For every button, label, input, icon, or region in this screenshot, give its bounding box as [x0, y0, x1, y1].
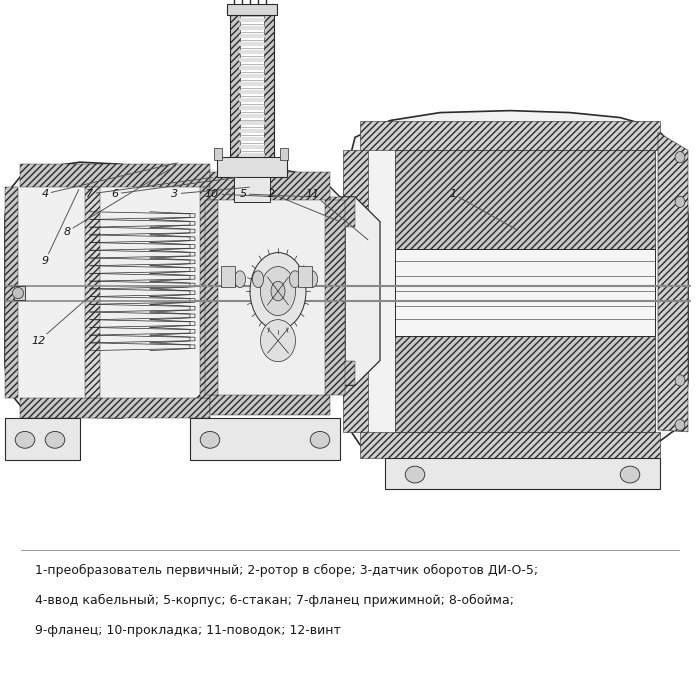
Polygon shape	[5, 418, 80, 460]
Ellipse shape	[675, 419, 685, 430]
Text: 4-ввод кабельный; 5-корпус; 6-стакан; 7-фланец прижимной; 8-обойма;: 4-ввод кабельный; 5-корпус; 6-стакан; 7-…	[35, 594, 514, 607]
Bar	[298, 266, 312, 287]
Ellipse shape	[234, 271, 246, 288]
Polygon shape	[395, 336, 655, 432]
Polygon shape	[230, 4, 240, 167]
Polygon shape	[5, 162, 213, 418]
Polygon shape	[385, 458, 660, 489]
Polygon shape	[85, 187, 100, 398]
Polygon shape	[190, 418, 340, 460]
Bar	[15, 286, 25, 300]
Text: 12: 12	[32, 298, 88, 346]
Ellipse shape	[307, 271, 318, 288]
Text: 9-фланец; 10-прокладка; 11-поводок; 12-винт: 9-фланец; 10-прокладка; 11-поводок; 12-в…	[35, 624, 341, 637]
Ellipse shape	[675, 374, 685, 386]
Text: 1-преобразователь первичный; 2-ротор в сборе; 3-датчик оборотов ДИ-О-5;: 1-преобразователь первичный; 2-ротор в с…	[35, 564, 538, 577]
Polygon shape	[227, 4, 277, 15]
Polygon shape	[395, 150, 655, 249]
Ellipse shape	[260, 320, 295, 362]
Text: 2: 2	[268, 189, 337, 220]
Polygon shape	[205, 200, 218, 396]
Polygon shape	[395, 249, 655, 336]
Bar	[0, 0, 700, 546]
Polygon shape	[234, 177, 270, 202]
Polygon shape	[20, 398, 210, 418]
Polygon shape	[658, 132, 688, 432]
Bar	[280, 148, 288, 160]
Ellipse shape	[405, 466, 425, 483]
Polygon shape	[20, 164, 210, 187]
Text: 5: 5	[239, 189, 307, 199]
Ellipse shape	[675, 196, 685, 207]
Ellipse shape	[675, 152, 685, 163]
Polygon shape	[330, 360, 355, 385]
Polygon shape	[360, 432, 660, 458]
Text: 8: 8	[64, 166, 176, 237]
Polygon shape	[330, 197, 355, 227]
Text: 4: 4	[41, 163, 177, 199]
Polygon shape	[5, 187, 18, 398]
Ellipse shape	[46, 431, 65, 448]
Polygon shape	[217, 158, 287, 177]
Polygon shape	[360, 120, 660, 150]
Ellipse shape	[13, 288, 24, 299]
Text: 1: 1	[449, 189, 517, 230]
Text: 6: 6	[111, 177, 237, 199]
Text: 11: 11	[306, 189, 368, 239]
Ellipse shape	[620, 466, 640, 483]
Bar	[221, 266, 235, 287]
Text: 7: 7	[86, 177, 212, 199]
Ellipse shape	[271, 281, 285, 301]
Text: 9: 9	[41, 190, 79, 266]
Polygon shape	[210, 395, 330, 415]
Ellipse shape	[250, 253, 306, 330]
Polygon shape	[343, 150, 368, 432]
Ellipse shape	[15, 431, 35, 448]
Polygon shape	[264, 4, 274, 167]
Ellipse shape	[253, 271, 264, 288]
Ellipse shape	[310, 431, 330, 448]
Text: 3: 3	[172, 187, 249, 199]
Polygon shape	[210, 172, 330, 200]
Bar	[214, 148, 223, 160]
Polygon shape	[325, 200, 345, 396]
Polygon shape	[203, 167, 345, 410]
Polygon shape	[318, 197, 380, 385]
Ellipse shape	[260, 267, 295, 316]
Polygon shape	[343, 111, 688, 462]
Text: 10: 10	[205, 189, 277, 199]
Ellipse shape	[289, 271, 300, 288]
Ellipse shape	[200, 431, 220, 448]
Polygon shape	[200, 187, 215, 398]
